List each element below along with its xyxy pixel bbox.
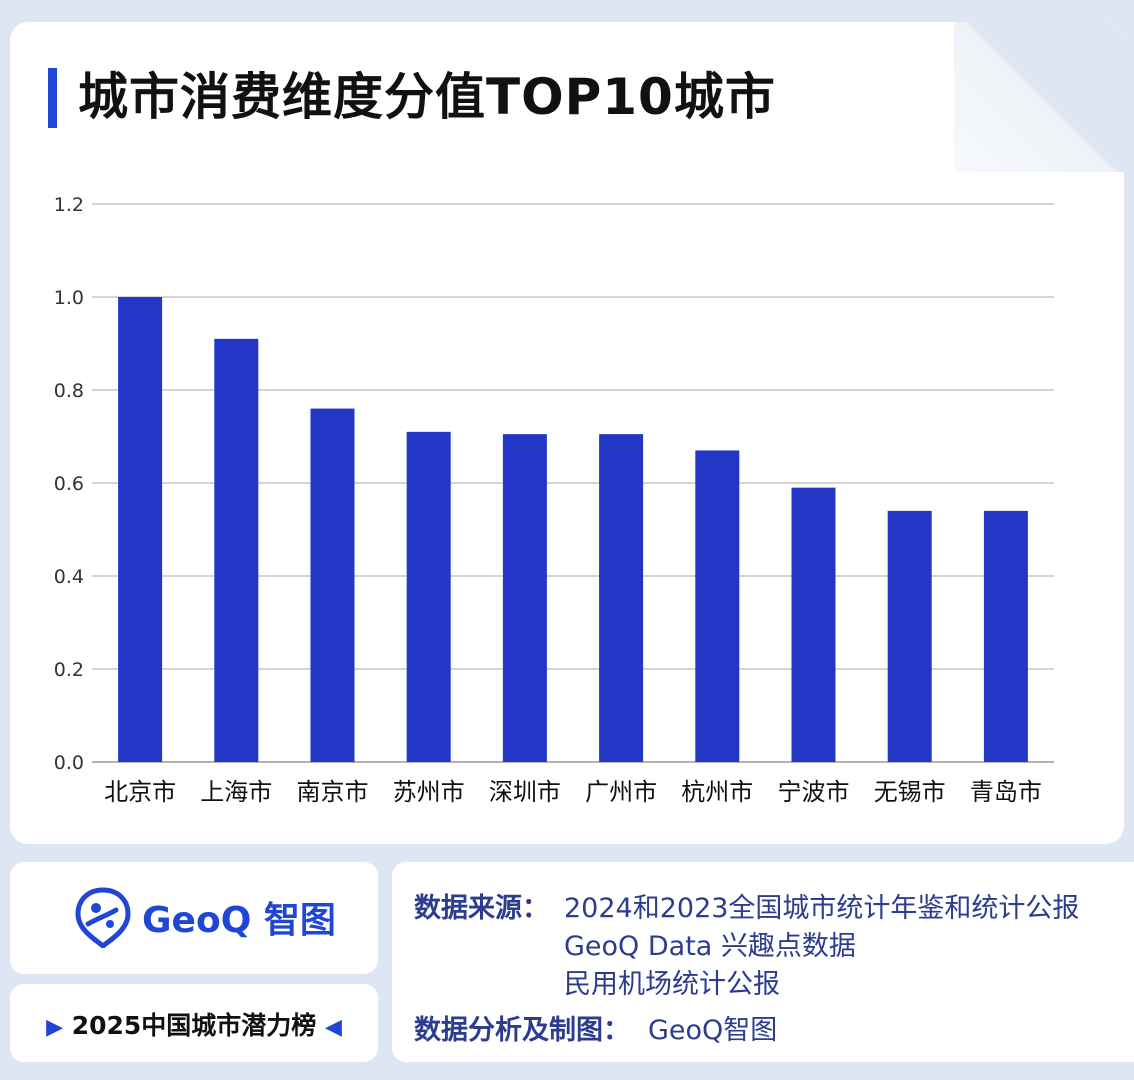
x-category-label: 青岛市 — [970, 778, 1042, 806]
bar — [599, 434, 644, 762]
source-line-2: GeoQ Data 兴趣点数据 — [564, 931, 856, 962]
tagline-text: 2025中国城市潜力榜 — [71, 1011, 317, 1040]
bar-chart: 0.0 0.2 0.4 0.6 0.8 1.0 1.2 北京市 上海市 南京市 苏州市 深圳市 广州市杭… — [54, 194, 1054, 806]
y-tick-label: 0.4 — [54, 566, 84, 588]
source-card: 数据来源： 2024和2023全国城市统计年鉴和统计公报 GeoQ Data 兴… — [392, 862, 1134, 1062]
triangle-right-icon: ▶ — [46, 1015, 63, 1040]
y-tick-label: 1.2 — [54, 194, 84, 216]
bar — [695, 450, 740, 762]
x-category-label: 深圳市 — [489, 778, 561, 806]
bar — [502, 434, 547, 762]
analysis-label: 数据分析及制图： — [414, 1015, 630, 1046]
source-label: 数据来源： — [414, 893, 549, 924]
source-line-3: 民用机场统计公报 — [564, 969, 780, 1000]
x-category-label: 广州市 — [585, 778, 657, 806]
tagline: ▶ 2025中国城市潜力榜 ◀ — [10, 1006, 378, 1042]
y-tick-label: 0.0 — [54, 752, 84, 774]
source-line-1: 2024和2023全国城市统计年鉴和统计公报 — [564, 893, 1080, 924]
bar — [214, 338, 259, 762]
x-category-label: 杭州市 — [681, 778, 753, 806]
chart-card — [10, 22, 1124, 844]
logo-card: GeoQ 智图 — [10, 862, 378, 974]
x-category-label: 无锡市 — [874, 778, 946, 806]
page-corner-fold — [954, 22, 1124, 172]
x-category-label: 宁波市 — [778, 778, 850, 806]
title-accent-bar — [48, 68, 57, 128]
geoq-pin-icon — [75, 887, 131, 948]
bar — [118, 297, 163, 762]
bar — [983, 510, 1028, 762]
y-tick-label: 0.8 — [54, 380, 84, 402]
y-tick-label: 0.2 — [54, 659, 84, 681]
x-category-label: 南京市 — [297, 778, 369, 806]
chart-title: 城市消费维度分值TOP10城市 — [78, 68, 776, 126]
bar — [406, 431, 451, 762]
x-category-label: 北京市 — [104, 778, 176, 806]
bar — [791, 487, 836, 762]
brand-logo: GeoQ 智图 — [72, 886, 336, 948]
tagline-card: ▶ 2025中国城市潜力榜 ◀ — [10, 984, 378, 1062]
analysis-value: GeoQ智图 — [648, 1015, 778, 1046]
bar — [887, 510, 932, 762]
bar — [310, 408, 355, 762]
y-tick-label: 1.0 — [54, 287, 84, 309]
triangle-left-icon: ◀ — [325, 1015, 342, 1040]
x-category-label: 苏州市 — [393, 778, 465, 806]
y-tick-label: 0.6 — [54, 473, 84, 495]
logo-text: GeoQ 智图 — [142, 900, 336, 941]
x-category-label: 上海市 — [200, 778, 272, 806]
